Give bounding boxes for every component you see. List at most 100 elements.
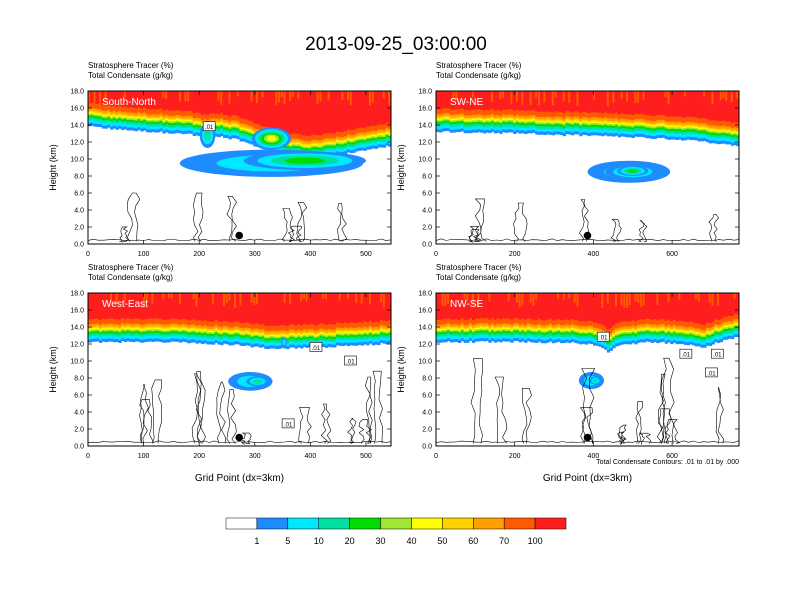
tracer-band	[90, 102, 95, 108]
tracer-band	[233, 337, 238, 342]
tracer-band	[99, 327, 103, 330]
tracer-band	[220, 127, 224, 131]
tracer-band	[272, 342, 276, 346]
tracer-band	[639, 331, 644, 334]
tracer-band	[562, 123, 567, 126]
contour-label-box	[711, 348, 724, 359]
tracer-band	[140, 125, 144, 129]
tracer-band	[220, 341, 224, 346]
tracer-band	[463, 124, 467, 128]
tracer-band	[366, 293, 370, 323]
tracer-band	[225, 129, 230, 133]
tracer-band	[576, 120, 580, 123]
tracer-band	[242, 91, 246, 119]
tracer-band	[515, 326, 520, 329]
tracer-band	[112, 331, 117, 334]
tracer-band	[366, 136, 370, 140]
tracer-band	[502, 325, 506, 328]
tracer-band	[518, 110, 522, 116]
tracer-band	[184, 326, 188, 329]
tracer-band	[499, 119, 503, 122]
tracer-band	[469, 322, 473, 326]
tracer-band	[485, 325, 489, 328]
tracer-band	[291, 340, 296, 345]
tracer-band	[626, 113, 630, 120]
tracer-band	[689, 121, 693, 125]
tracer-band	[661, 123, 666, 126]
tracer-band	[253, 330, 257, 333]
tracer-band	[170, 119, 174, 122]
tracer-band	[382, 136, 387, 140]
tracer-band	[344, 329, 348, 332]
tracer-band	[653, 323, 657, 327]
tracer-band	[526, 330, 531, 333]
tracer-band	[615, 342, 619, 347]
tracer-band	[593, 322, 597, 328]
tracer-band	[700, 137, 704, 142]
tracer-band	[236, 331, 241, 334]
tracer-band	[705, 123, 710, 127]
tracer-band	[278, 335, 282, 339]
tracer-band	[548, 332, 553, 336]
tracer-band	[247, 91, 252, 121]
tracer-band	[324, 145, 329, 148]
tracer-band	[184, 293, 188, 320]
tracer-band	[203, 118, 208, 122]
tracer-band	[714, 91, 718, 121]
tracer-band	[195, 320, 199, 326]
tracer-band	[452, 331, 456, 334]
tracer-band	[460, 120, 465, 123]
tracer-band	[140, 328, 144, 331]
tracer-band	[187, 332, 191, 335]
tracer-band	[703, 341, 707, 345]
tracer-band	[557, 329, 561, 332]
contour-label-box	[281, 418, 295, 429]
tracer-band	[374, 330, 378, 333]
tracer-band	[132, 91, 136, 108]
tracer-band	[496, 121, 500, 125]
tracer-band	[88, 119, 92, 124]
tracer-band	[499, 121, 503, 124]
tracer-band	[165, 324, 169, 328]
tracer-band	[99, 118, 103, 122]
tracer-band	[272, 332, 276, 335]
tracer-band	[165, 333, 169, 337]
tracer-band	[532, 333, 536, 337]
tracer-band	[355, 135, 359, 138]
tracer-band	[110, 126, 114, 130]
tracer-band	[562, 132, 567, 137]
tracer-band	[333, 343, 337, 348]
tracer-band	[529, 122, 534, 125]
tracer-band	[388, 132, 391, 135]
condensate-contour	[226, 196, 237, 242]
tracer-band	[349, 142, 354, 145]
tracer-band	[532, 118, 536, 121]
tracer-band	[360, 139, 365, 143]
tracer-band	[548, 121, 553, 125]
tracer-band	[661, 328, 666, 332]
x-tick-label: 300	[249, 453, 261, 460]
tracer-band	[617, 331, 622, 334]
tracer-band	[620, 91, 624, 114]
tracer-band	[672, 327, 677, 330]
tracer-band	[333, 140, 337, 143]
tracer-band	[289, 343, 293, 348]
tracer-band	[587, 327, 591, 331]
tracer-band	[639, 122, 644, 125]
tracer-band	[447, 334, 451, 339]
tracer-band	[88, 293, 92, 320]
tracer-band	[132, 331, 136, 334]
tracer-band	[126, 116, 130, 119]
tracer-band	[667, 336, 671, 340]
tracer-band	[471, 109, 476, 115]
tracer-band	[499, 333, 503, 337]
tracer-band	[648, 318, 652, 325]
tracer-band	[110, 323, 114, 327]
tracer-band	[656, 324, 660, 328]
tracer-band	[200, 122, 205, 125]
tracer-band	[107, 121, 111, 125]
tracer-band	[609, 332, 613, 336]
tracer-band	[107, 104, 111, 110]
tracer-band	[513, 91, 517, 112]
y-tick-label: 4.0	[422, 208, 432, 215]
